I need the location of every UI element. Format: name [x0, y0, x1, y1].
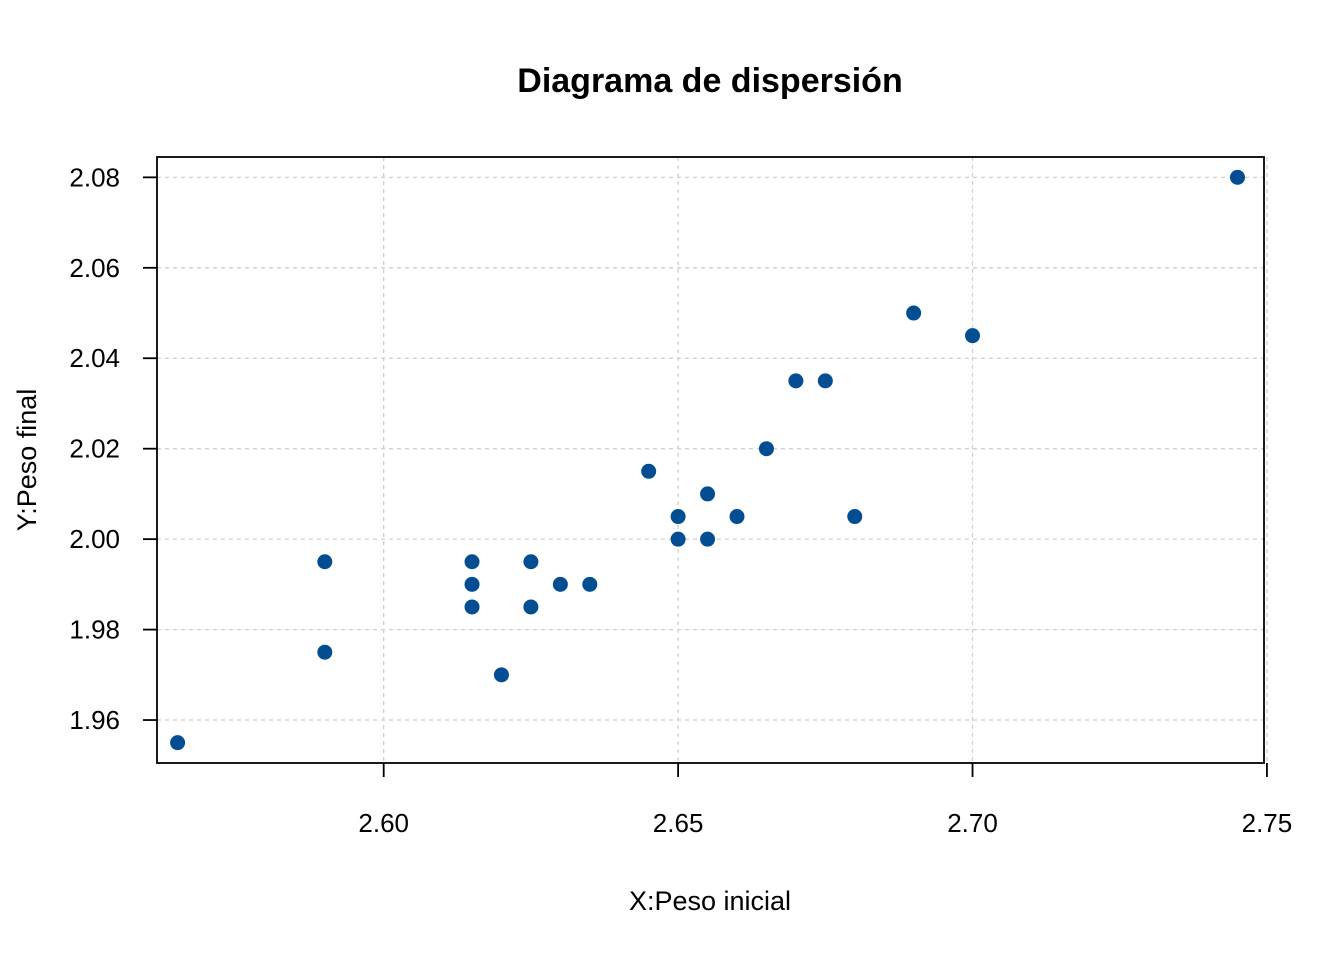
y-tick-label: 1.98 — [69, 615, 120, 645]
data-point — [493, 667, 509, 683]
data-point — [317, 554, 333, 570]
grid-lines — [157, 157, 1268, 763]
data-point — [523, 554, 539, 570]
data-points — [170, 169, 1246, 751]
y-tick-label: 2.04 — [69, 343, 120, 373]
data-point — [906, 305, 922, 321]
data-point — [788, 373, 804, 389]
data-point — [1230, 169, 1246, 185]
data-point — [464, 554, 480, 570]
data-point — [965, 328, 981, 344]
data-point — [700, 531, 716, 547]
data-point — [670, 531, 686, 547]
data-point — [552, 576, 568, 592]
data-point — [464, 599, 480, 615]
x-tick-label: 2.75 — [1242, 808, 1293, 838]
data-point — [641, 463, 657, 479]
y-tick-label: 2.00 — [69, 524, 120, 554]
data-point — [582, 576, 598, 592]
data-point — [700, 486, 716, 502]
x-axis: 2.60 2.65 2.70 2.75 — [358, 763, 1292, 838]
y-axis-label: Y:Peso final — [12, 389, 42, 532]
data-point — [729, 509, 745, 525]
x-tick-label: 2.70 — [947, 808, 998, 838]
x-tick-label: 2.60 — [358, 808, 409, 838]
plot-frame — [156, 156, 1265, 764]
data-point — [758, 441, 774, 457]
data-point — [170, 735, 186, 751]
chart-title: Diagrama de dispersión — [517, 62, 902, 100]
y-tick-label: 2.06 — [69, 253, 120, 283]
data-point — [464, 576, 480, 592]
x-tick-label: 2.65 — [653, 808, 704, 838]
x-axis-label: X:Peso inicial — [629, 886, 791, 916]
y-axis: 1.96 1.98 2.00 2.02 2.04 2.06 2.08 — [69, 162, 157, 735]
y-tick-label: 2.02 — [69, 434, 120, 464]
y-tick-label: 2.08 — [69, 162, 120, 192]
data-point — [317, 644, 333, 660]
data-point — [670, 509, 686, 525]
data-point — [523, 599, 539, 615]
y-tick-label: 1.96 — [69, 705, 120, 735]
data-point — [847, 509, 863, 525]
data-point — [817, 373, 833, 389]
